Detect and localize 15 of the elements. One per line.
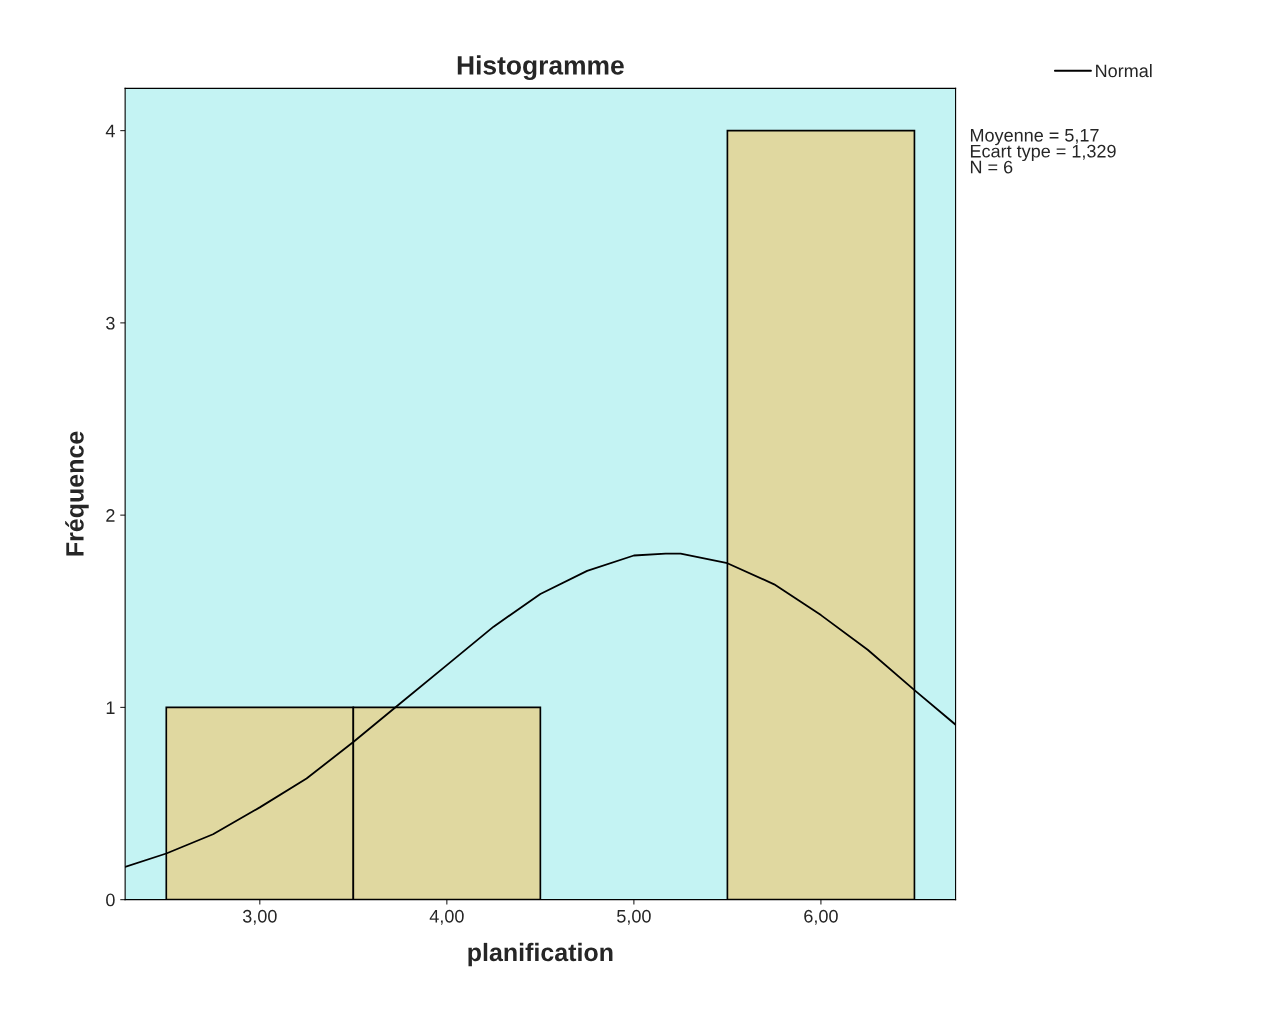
y-tick-label: 1: [106, 701, 115, 714]
legend-label: Normal: [1096, 64, 1152, 78]
x-tick-label: 4,00: [429, 909, 464, 925]
chart-title: Histogramme: [457, 55, 624, 81]
x-tick-label: 3,00: [242, 909, 277, 925]
text: Moyenne = 5,17: [970, 129, 1099, 146]
text: N = 6: [970, 160, 1013, 174]
y-tick-label: 2: [106, 509, 115, 522]
x-axis-title: planification: [468, 942, 613, 967]
y-tick-label: 0: [106, 893, 115, 907]
y-tick-label: 3: [106, 316, 115, 330]
y-axis-title: Fréquence: [65, 431, 89, 556]
y-tick-label: 4: [105, 124, 115, 138]
x-tick-label: 6,00: [804, 909, 838, 925]
x-tick-label: 5,00: [617, 909, 651, 925]
